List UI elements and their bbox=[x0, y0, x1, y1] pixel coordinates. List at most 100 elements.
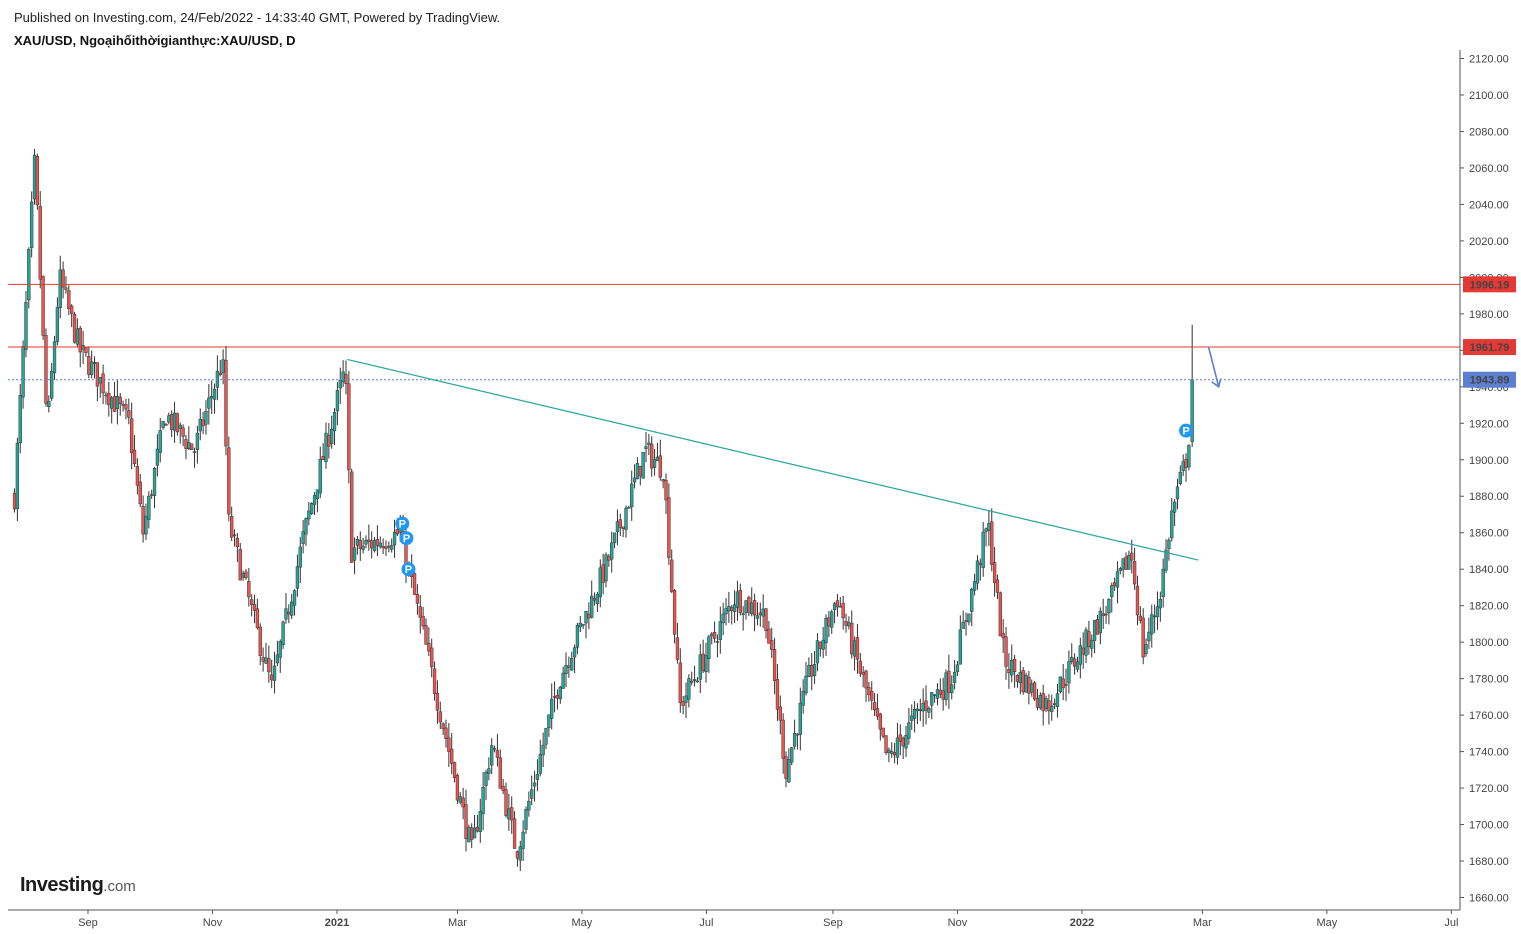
candle-up bbox=[641, 451, 645, 479]
candle-down bbox=[101, 373, 105, 394]
candle-up bbox=[155, 448, 160, 466]
candle-down bbox=[667, 497, 671, 559]
candle-up bbox=[1167, 539, 1171, 549]
y-tick-label: 1820.00 bbox=[1469, 601, 1509, 613]
candle-up bbox=[330, 428, 334, 444]
y-tick-label: 1680.00 bbox=[1469, 856, 1509, 868]
candle-down bbox=[670, 559, 674, 592]
candle-up bbox=[950, 684, 954, 694]
candle-up bbox=[958, 629, 962, 665]
candle-up bbox=[1161, 568, 1165, 598]
candle-up bbox=[544, 727, 548, 745]
candle-down bbox=[1032, 682, 1037, 700]
candle-down bbox=[638, 466, 642, 477]
candle-down bbox=[978, 562, 982, 566]
candle-up bbox=[1107, 599, 1111, 614]
candle-down bbox=[452, 762, 457, 778]
candle-up bbox=[581, 623, 585, 626]
candle-down bbox=[747, 597, 751, 613]
candle-up bbox=[647, 442, 651, 446]
candle-up bbox=[727, 606, 731, 612]
candle-down bbox=[892, 752, 897, 756]
candle-down bbox=[621, 526, 625, 529]
candle-up bbox=[624, 507, 628, 530]
candle-up bbox=[378, 542, 382, 547]
candle-down bbox=[864, 670, 868, 689]
candle-up bbox=[538, 754, 542, 774]
candle-down bbox=[772, 649, 777, 681]
candle-up bbox=[304, 518, 308, 535]
candle-up bbox=[1064, 684, 1068, 686]
candle-down bbox=[347, 383, 351, 471]
candle-down bbox=[470, 827, 474, 840]
candle-up bbox=[1010, 660, 1014, 676]
candle-up bbox=[110, 397, 114, 409]
candle-down bbox=[504, 789, 508, 816]
candle-up bbox=[687, 678, 691, 700]
candle-up bbox=[1058, 676, 1062, 692]
candle-down bbox=[998, 592, 1002, 637]
candle-up bbox=[1055, 693, 1060, 707]
candle-down bbox=[901, 737, 905, 747]
candle-down bbox=[781, 719, 785, 759]
candle-down bbox=[664, 479, 668, 501]
candle-down bbox=[427, 642, 431, 652]
candle-up bbox=[295, 566, 300, 589]
candle-down bbox=[992, 562, 997, 583]
candle-up bbox=[178, 424, 182, 429]
trendline bbox=[347, 358, 1199, 561]
candle-up bbox=[684, 695, 688, 703]
candle-up bbox=[572, 647, 577, 658]
candle-down bbox=[587, 613, 591, 619]
candle-up bbox=[364, 540, 368, 545]
x-tick-label: Nov bbox=[948, 917, 968, 929]
x-tick-label: Mar bbox=[448, 917, 467, 929]
price-labels: 1996.19 1961.79 1943.89 bbox=[1463, 276, 1516, 388]
candle-down bbox=[87, 356, 91, 375]
candle-down bbox=[767, 628, 771, 644]
candle-down bbox=[924, 700, 928, 711]
candle-up bbox=[1067, 661, 1071, 684]
candle-down bbox=[418, 606, 422, 618]
candle-down bbox=[835, 600, 840, 608]
candle-up bbox=[895, 737, 900, 758]
candle-down bbox=[224, 359, 228, 447]
candle-down bbox=[118, 396, 122, 405]
candle-up bbox=[1084, 629, 1088, 656]
candle-down bbox=[1052, 703, 1057, 705]
marker-badge bbox=[1179, 423, 1194, 438]
x-tick-label: Sep bbox=[78, 917, 98, 929]
candle-up bbox=[47, 401, 51, 407]
candle-up bbox=[484, 772, 488, 786]
candle-down bbox=[1095, 619, 1100, 635]
candle-up bbox=[541, 744, 545, 756]
candle-up bbox=[787, 759, 791, 783]
candle-down bbox=[375, 539, 380, 546]
x-tick-label: May bbox=[572, 917, 593, 929]
candle-up bbox=[30, 201, 34, 249]
candle-down bbox=[1141, 617, 1145, 658]
candle-up bbox=[695, 680, 700, 683]
candle-up bbox=[692, 679, 697, 681]
candle-up bbox=[392, 531, 397, 546]
candle-up bbox=[1155, 606, 1160, 618]
candle-down bbox=[250, 599, 254, 605]
x-tick-label: May bbox=[1316, 917, 1337, 929]
candle-up bbox=[590, 595, 594, 618]
candle-up bbox=[32, 154, 37, 200]
candle-up bbox=[152, 468, 157, 496]
candle-up bbox=[578, 622, 582, 628]
candle-up bbox=[981, 531, 985, 568]
candle-down bbox=[38, 206, 42, 280]
candle-down bbox=[752, 600, 757, 616]
candle-up bbox=[1187, 445, 1191, 468]
candle-down bbox=[344, 374, 348, 384]
candle-down bbox=[72, 314, 77, 343]
candle-down bbox=[1012, 658, 1017, 673]
candle-up bbox=[1024, 675, 1028, 693]
candle-up bbox=[707, 636, 711, 659]
candle-down bbox=[270, 674, 274, 681]
down-arrow-head-icon bbox=[1211, 378, 1222, 389]
candle-down bbox=[78, 327, 82, 353]
